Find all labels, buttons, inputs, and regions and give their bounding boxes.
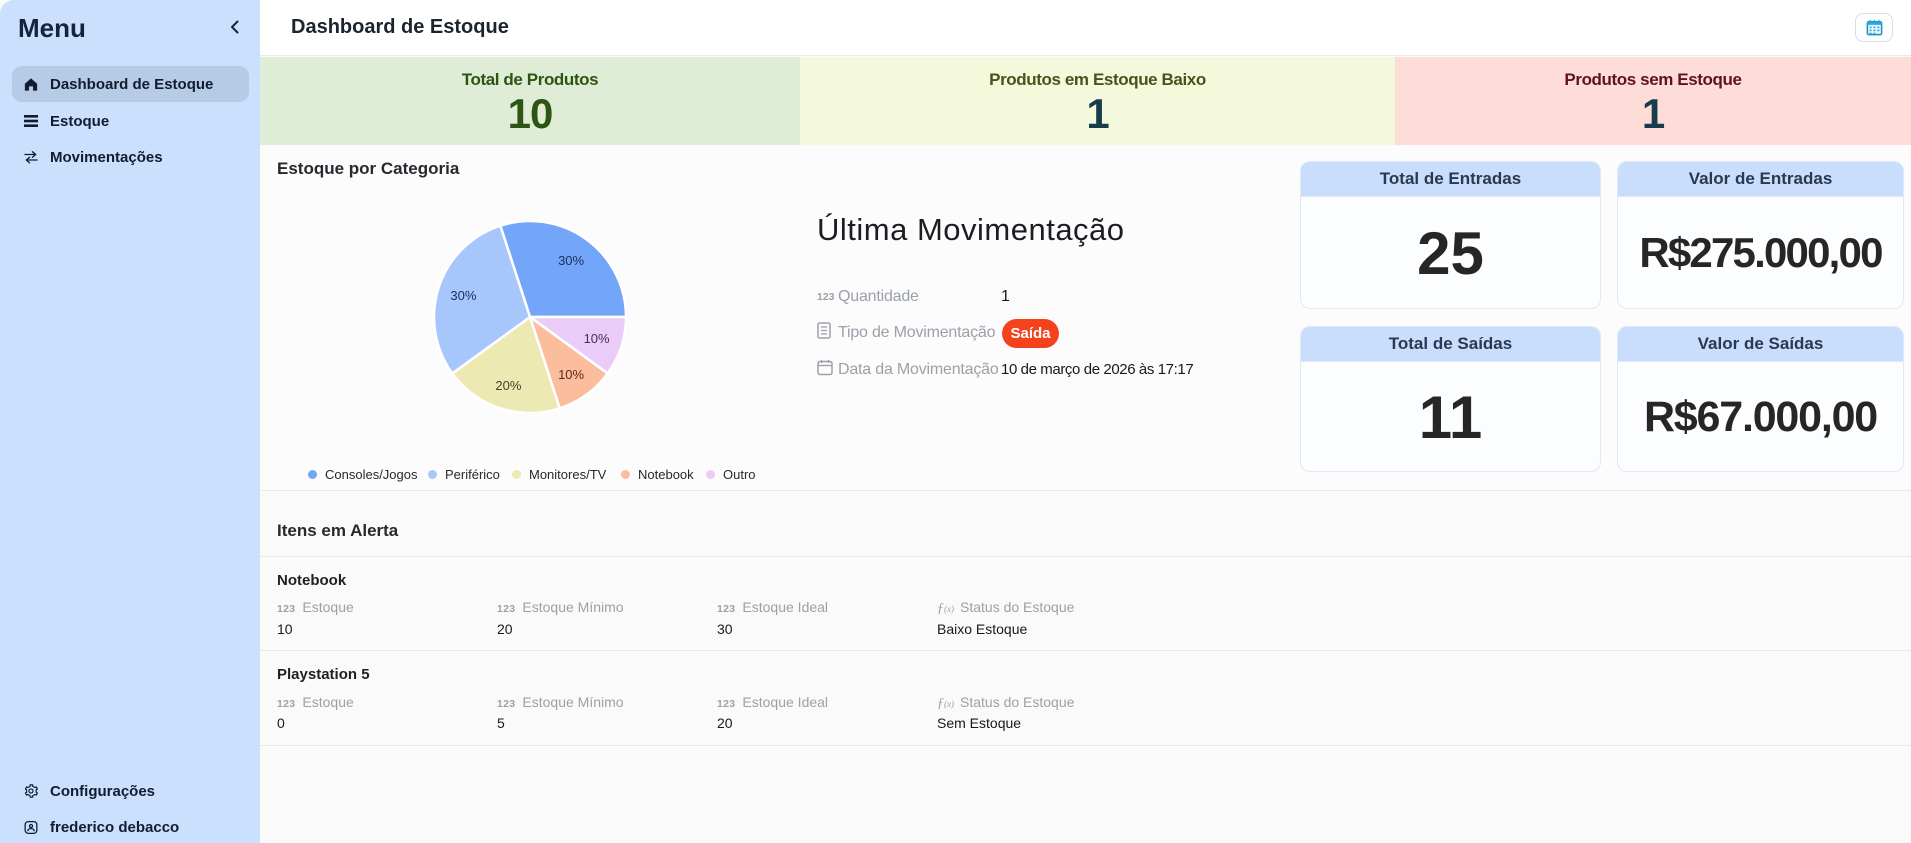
svg-text:30%: 30% — [558, 253, 584, 268]
svg-text:10%: 10% — [558, 367, 584, 382]
svg-text:10%: 10% — [584, 331, 610, 346]
svg-text:20%: 20% — [495, 378, 521, 393]
svg-text:30%: 30% — [450, 288, 476, 303]
